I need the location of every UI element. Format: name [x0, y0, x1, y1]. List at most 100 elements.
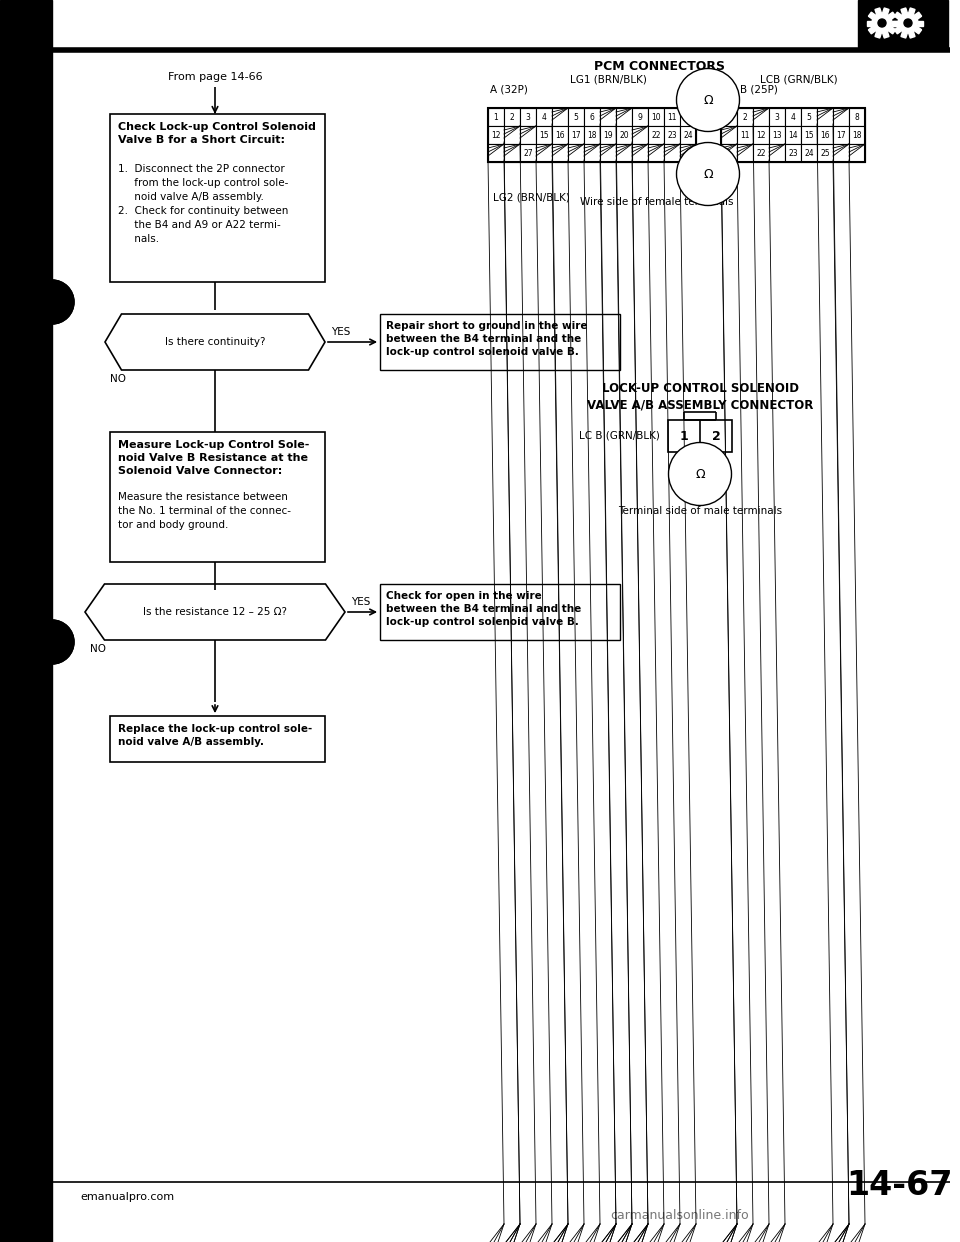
Bar [520, 144, 536, 161]
Bar [552, 125, 568, 144]
Bar [753, 125, 769, 144]
Bar [817, 125, 833, 144]
Text: 25: 25 [820, 149, 829, 158]
Circle shape [30, 279, 74, 324]
Text: Terminal side of male terminals: Terminal side of male terminals [618, 505, 782, 515]
Text: LCB (GRN/BLK): LCB (GRN/BLK) [760, 75, 838, 84]
Bar [616, 108, 632, 125]
Text: 2: 2 [711, 430, 720, 442]
Circle shape [904, 19, 912, 27]
Text: 9: 9 [637, 113, 642, 122]
Text: 14: 14 [788, 130, 798, 139]
Text: VALVE A/B ASSEMBLY CONNECTOR: VALVE A/B ASSEMBLY CONNECTOR [587, 397, 813, 411]
Bar [488, 144, 504, 161]
Text: LG2 (BRN/BLK): LG2 (BRN/BLK) [493, 193, 570, 202]
Text: 22: 22 [756, 149, 766, 158]
Bar [680, 144, 696, 161]
Bar [632, 144, 648, 161]
Bar [737, 125, 753, 144]
Bar [849, 125, 865, 144]
Text: 6: 6 [589, 113, 594, 122]
Bar [801, 108, 817, 125]
Text: 13: 13 [772, 130, 781, 139]
Text: 5: 5 [573, 113, 579, 122]
Text: 4: 4 [791, 113, 796, 122]
Bar [882, 7, 889, 14]
Bar [867, 21, 872, 26]
Bar [785, 108, 801, 125]
Bar [721, 108, 865, 161]
Circle shape [872, 12, 892, 34]
Bar [600, 108, 616, 125]
Bar [616, 125, 632, 144]
Bar [833, 108, 849, 125]
Bar [801, 125, 817, 144]
Text: 4: 4 [541, 113, 546, 122]
Text: 23: 23 [788, 149, 798, 158]
Bar [901, 32, 907, 39]
Polygon shape [105, 314, 325, 370]
Text: carmanualsonline.info: carmanualsonline.info [611, 1208, 750, 1222]
Bar [520, 125, 536, 144]
Text: Is there continuity?: Is there continuity? [165, 337, 265, 347]
Text: 16: 16 [820, 130, 829, 139]
Bar [632, 125, 648, 144]
Bar [882, 32, 889, 39]
Bar [915, 27, 922, 34]
Bar [721, 108, 737, 125]
Bar [893, 21, 898, 26]
Bar [785, 144, 801, 161]
Bar [504, 108, 520, 125]
Text: 27: 27 [523, 149, 533, 158]
Text: 18: 18 [852, 130, 862, 139]
Text: 14-67: 14-67 [847, 1169, 953, 1202]
Text: 8: 8 [854, 113, 859, 122]
Text: 1: 1 [727, 113, 732, 122]
Bar [664, 144, 680, 161]
Bar [769, 144, 785, 161]
Bar [909, 32, 915, 39]
Text: From page 14-66: From page 14-66 [168, 72, 262, 82]
FancyBboxPatch shape [110, 715, 325, 763]
Text: LOCK-UP CONTROL SOLENOID: LOCK-UP CONTROL SOLENOID [602, 383, 799, 395]
Bar [0, 0, 52, 1242]
Bar [721, 144, 737, 161]
Text: Check for open in the wire
between the B4 terminal and the
lock-up control solen: Check for open in the wire between the B… [386, 591, 581, 627]
Bar [584, 108, 600, 125]
Text: 20: 20 [619, 130, 629, 139]
Bar [568, 125, 584, 144]
Text: 22: 22 [651, 130, 660, 139]
Text: 19: 19 [603, 130, 612, 139]
Text: Measure Lock-up Control Sole-
noid Valve B Resistance at the
Solenoid Valve Conn: Measure Lock-up Control Sole- noid Valve… [118, 440, 309, 476]
Text: Ω: Ω [703, 168, 713, 180]
Text: 24: 24 [804, 149, 814, 158]
Bar [889, 27, 896, 34]
Text: 15: 15 [804, 130, 814, 139]
Bar [769, 125, 785, 144]
Bar [833, 125, 849, 144]
Bar [664, 125, 680, 144]
Bar [737, 108, 753, 125]
Bar [584, 144, 600, 161]
Text: Check Lock-up Control Solenoid
Valve B for a Short Circuit:: Check Lock-up Control Solenoid Valve B f… [118, 122, 316, 145]
Text: Measure the resistance between
the No. 1 terminal of the connec-
tor and body gr: Measure the resistance between the No. 1… [118, 492, 291, 530]
Text: NO: NO [90, 645, 106, 655]
Bar [737, 144, 753, 161]
Bar [584, 125, 600, 144]
Text: Wire side of female terminals: Wire side of female terminals [580, 197, 733, 207]
Bar [892, 21, 897, 26]
Bar [520, 108, 536, 125]
Text: 11: 11 [667, 113, 677, 122]
Bar [889, 12, 896, 19]
FancyBboxPatch shape [668, 420, 732, 452]
Text: Ω: Ω [695, 467, 705, 481]
Bar [664, 108, 680, 125]
Circle shape [898, 12, 918, 34]
Bar [600, 125, 616, 144]
Text: 2: 2 [510, 113, 515, 122]
Bar [488, 125, 504, 144]
Bar [869, 12, 876, 19]
Bar [488, 108, 504, 125]
Text: 23: 23 [667, 130, 677, 139]
Bar [858, 0, 948, 47]
